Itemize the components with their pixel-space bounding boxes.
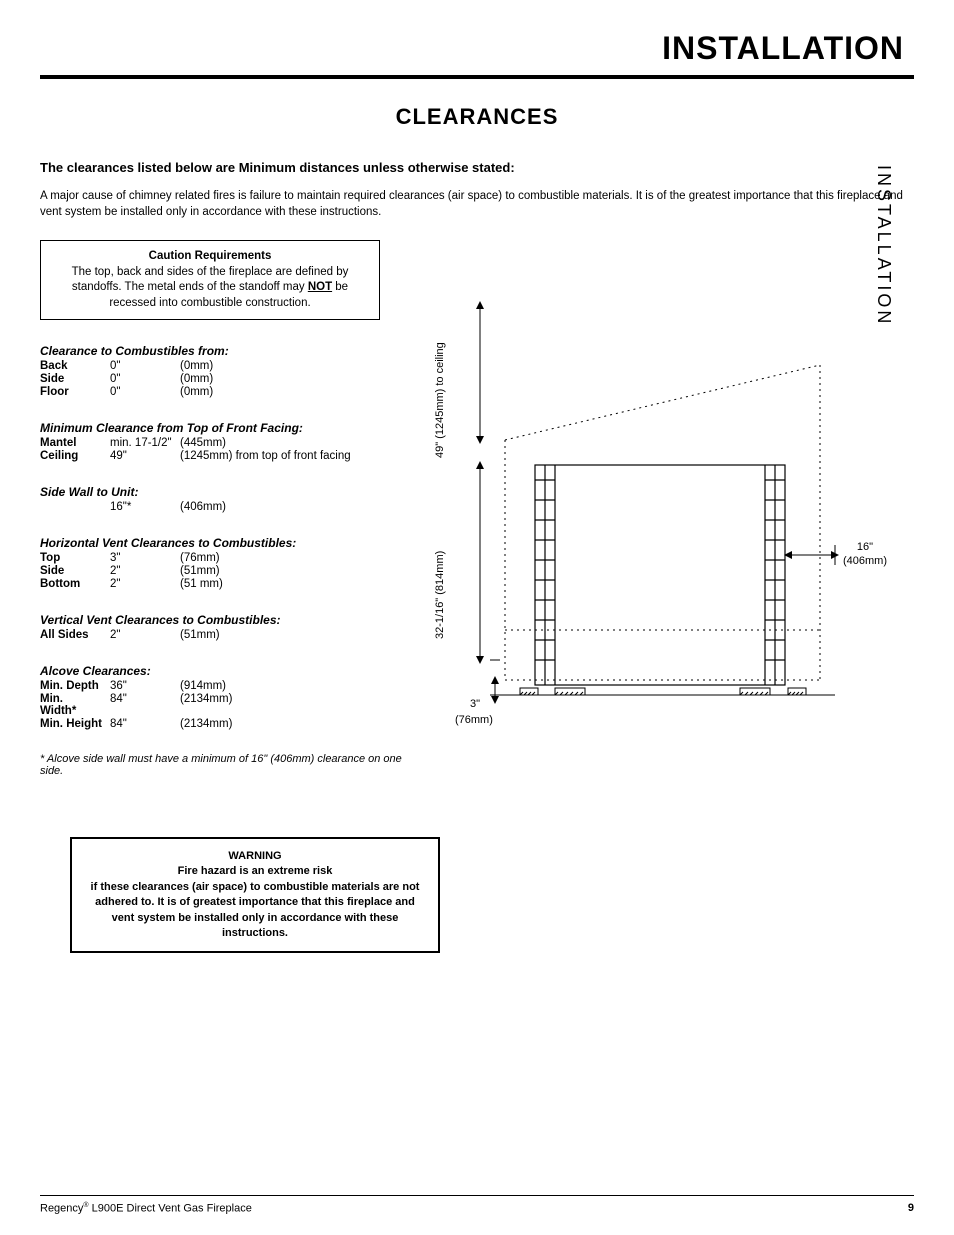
diagram-svg bbox=[440, 300, 870, 730]
caution-box: Caution Requirements The top, back and s… bbox=[40, 240, 380, 320]
spec-side-wall: Side Wall to Unit: 16"*(406mm) bbox=[40, 485, 420, 514]
warning-line1: Fire hazard is an extreme risk bbox=[84, 864, 426, 879]
table-row: Bottom2"(51 mm) bbox=[40, 578, 231, 591]
caution-title: Caution Requirements bbox=[51, 249, 369, 265]
dim-bottom-imp: 3" bbox=[470, 698, 480, 710]
clearance-diagram: 49" (1245mm) to ceiling 32-1/16" (814mm)… bbox=[440, 300, 870, 750]
spec-heading: Minimum Clearance from Top of Front Faci… bbox=[40, 421, 420, 435]
table-row: Side0"(0mm) bbox=[40, 373, 221, 386]
spec-vert-vent: Vertical Vent Clearances to Combustibles… bbox=[40, 613, 420, 642]
spec-horiz-vent: Horizontal Vent Clearances to Combustibl… bbox=[40, 536, 420, 591]
warning-title: WARNING bbox=[84, 849, 426, 864]
section-title: CLEARANCES bbox=[40, 104, 914, 130]
spec-heading: Alcove Clearances: bbox=[40, 664, 420, 678]
intro-text: A major cause of chimney related fires i… bbox=[40, 189, 914, 220]
warning-line2: if these clearances (air space) to combu… bbox=[84, 880, 426, 942]
table-row: Ceiling49"(1245mm) from top of front fac… bbox=[40, 450, 359, 463]
spec-clearance-combustibles: Clearance to Combustibles from: Back0"(0… bbox=[40, 344, 420, 399]
spec-heading: Vertical Vent Clearances to Combustibles… bbox=[40, 613, 420, 627]
table-row: Side2"(51mm) bbox=[40, 565, 231, 578]
spec-heading: Side Wall to Unit: bbox=[40, 485, 420, 499]
table-row: Floor0"(0mm) bbox=[40, 386, 221, 399]
title-rule bbox=[40, 75, 914, 79]
page-title: INSTALLATION bbox=[40, 30, 914, 67]
caution-not: NOT bbox=[308, 281, 332, 293]
table-row: Back0"(0mm) bbox=[40, 360, 221, 373]
spec-heading: Horizontal Vent Clearances to Combustibl… bbox=[40, 536, 420, 550]
dim-bottom-mm: (76mm) bbox=[455, 714, 493, 726]
page-footer: Regency® L900E Direct Vent Gas Fireplace… bbox=[40, 1195, 914, 1215]
warning-box: WARNING Fire hazard is an extreme risk i… bbox=[70, 837, 440, 953]
table-row: Mantelmin. 17-1/2"(445mm) bbox=[40, 437, 359, 450]
left-column: Caution Requirements The top, back and s… bbox=[40, 240, 420, 777]
alcove-footnote: * Alcove side wall must have a minimum o… bbox=[40, 753, 420, 777]
table-row: 16"*(406mm) bbox=[40, 501, 234, 514]
table-row: All Sides2"(51mm) bbox=[40, 629, 228, 642]
spec-alcove: Alcove Clearances: Min. Depth36"(914mm) … bbox=[40, 664, 420, 731]
table-row: Min. Width*84"(2134mm) bbox=[40, 693, 240, 718]
dim-ceiling-label: 49" (1245mm) to ceiling bbox=[434, 340, 446, 460]
footer-left: Regency® L900E Direct Vent Gas Fireplace bbox=[40, 1202, 252, 1215]
table-row: Top3"(76mm) bbox=[40, 552, 231, 565]
dim-height-label: 32-1/16" (814mm) bbox=[434, 515, 446, 675]
dim-side-label: 16" (406mm) bbox=[830, 540, 900, 569]
footer-page-number: 9 bbox=[908, 1202, 914, 1215]
table-row: Min. Depth36"(914mm) bbox=[40, 680, 240, 693]
spec-heading: Clearance to Combustibles from: bbox=[40, 344, 420, 358]
table-row: Min. Height84"(2134mm) bbox=[40, 718, 240, 731]
intro-bold: The clearances listed below are Minimum … bbox=[40, 160, 914, 175]
right-column: 49" (1245mm) to ceiling 32-1/16" (814mm)… bbox=[440, 240, 914, 777]
spec-min-front: Minimum Clearance from Top of Front Faci… bbox=[40, 421, 420, 463]
